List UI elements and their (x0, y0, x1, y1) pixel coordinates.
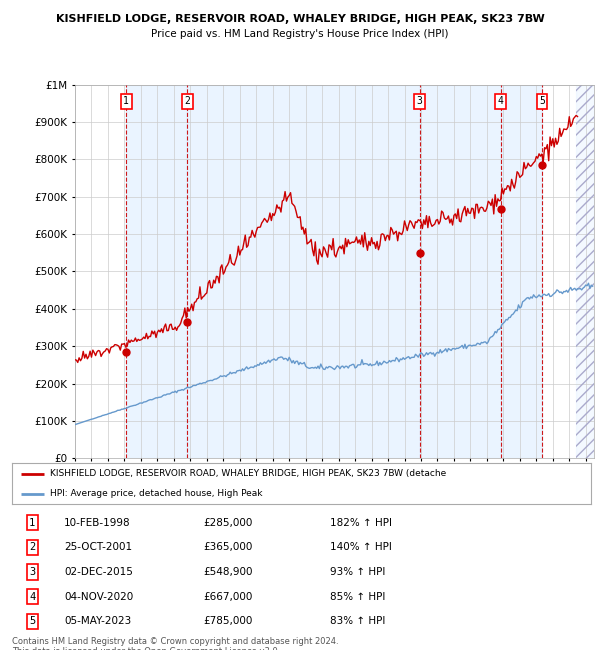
Text: 2: 2 (184, 96, 190, 107)
Bar (576, 84, 594, 458)
Text: 02-DEC-2015: 02-DEC-2015 (64, 567, 133, 577)
Bar (501, 84, 542, 458)
Text: 5: 5 (539, 96, 545, 107)
Text: HPI: Average price, detached house, High Peak: HPI: Average price, detached house, High… (50, 489, 262, 498)
Text: £548,900: £548,900 (203, 567, 253, 577)
Bar (419, 84, 501, 458)
Text: 182% ↑ HPI: 182% ↑ HPI (331, 517, 392, 528)
Text: 1: 1 (29, 517, 35, 528)
Text: 3: 3 (29, 567, 35, 577)
Text: 2: 2 (29, 542, 35, 552)
Text: 140% ↑ HPI: 140% ↑ HPI (331, 542, 392, 552)
Text: 4: 4 (29, 592, 35, 602)
Text: Contains HM Land Registry data © Crown copyright and database right 2024.
This d: Contains HM Land Registry data © Crown c… (12, 637, 338, 650)
Text: 85% ↑ HPI: 85% ↑ HPI (331, 592, 386, 602)
Text: £365,000: £365,000 (203, 542, 253, 552)
Text: 93% ↑ HPI: 93% ↑ HPI (331, 567, 386, 577)
Text: KISHFIELD LODGE, RESERVOIR ROAD, WHALEY BRIDGE, HIGH PEAK, SK23 7BW: KISHFIELD LODGE, RESERVOIR ROAD, WHALEY … (56, 14, 544, 24)
Bar (187, 84, 419, 458)
Text: 4: 4 (498, 96, 503, 107)
Text: £667,000: £667,000 (203, 592, 253, 602)
Bar (126, 84, 187, 458)
Text: 5: 5 (29, 616, 35, 627)
Text: 10-FEB-1998: 10-FEB-1998 (64, 517, 131, 528)
Text: £285,000: £285,000 (203, 517, 253, 528)
Text: 25-OCT-2001: 25-OCT-2001 (64, 542, 132, 552)
Text: 3: 3 (417, 96, 422, 107)
Text: £785,000: £785,000 (203, 616, 253, 627)
Text: 05-MAY-2023: 05-MAY-2023 (64, 616, 131, 627)
Text: 83% ↑ HPI: 83% ↑ HPI (331, 616, 386, 627)
Text: 1: 1 (124, 96, 129, 107)
Bar (576, 84, 594, 458)
Text: 04-NOV-2020: 04-NOV-2020 (64, 592, 133, 602)
Text: KISHFIELD LODGE, RESERVOIR ROAD, WHALEY BRIDGE, HIGH PEAK, SK23 7BW (detache: KISHFIELD LODGE, RESERVOIR ROAD, WHALEY … (50, 469, 446, 478)
Text: Price paid vs. HM Land Registry's House Price Index (HPI): Price paid vs. HM Land Registry's House … (151, 29, 449, 39)
